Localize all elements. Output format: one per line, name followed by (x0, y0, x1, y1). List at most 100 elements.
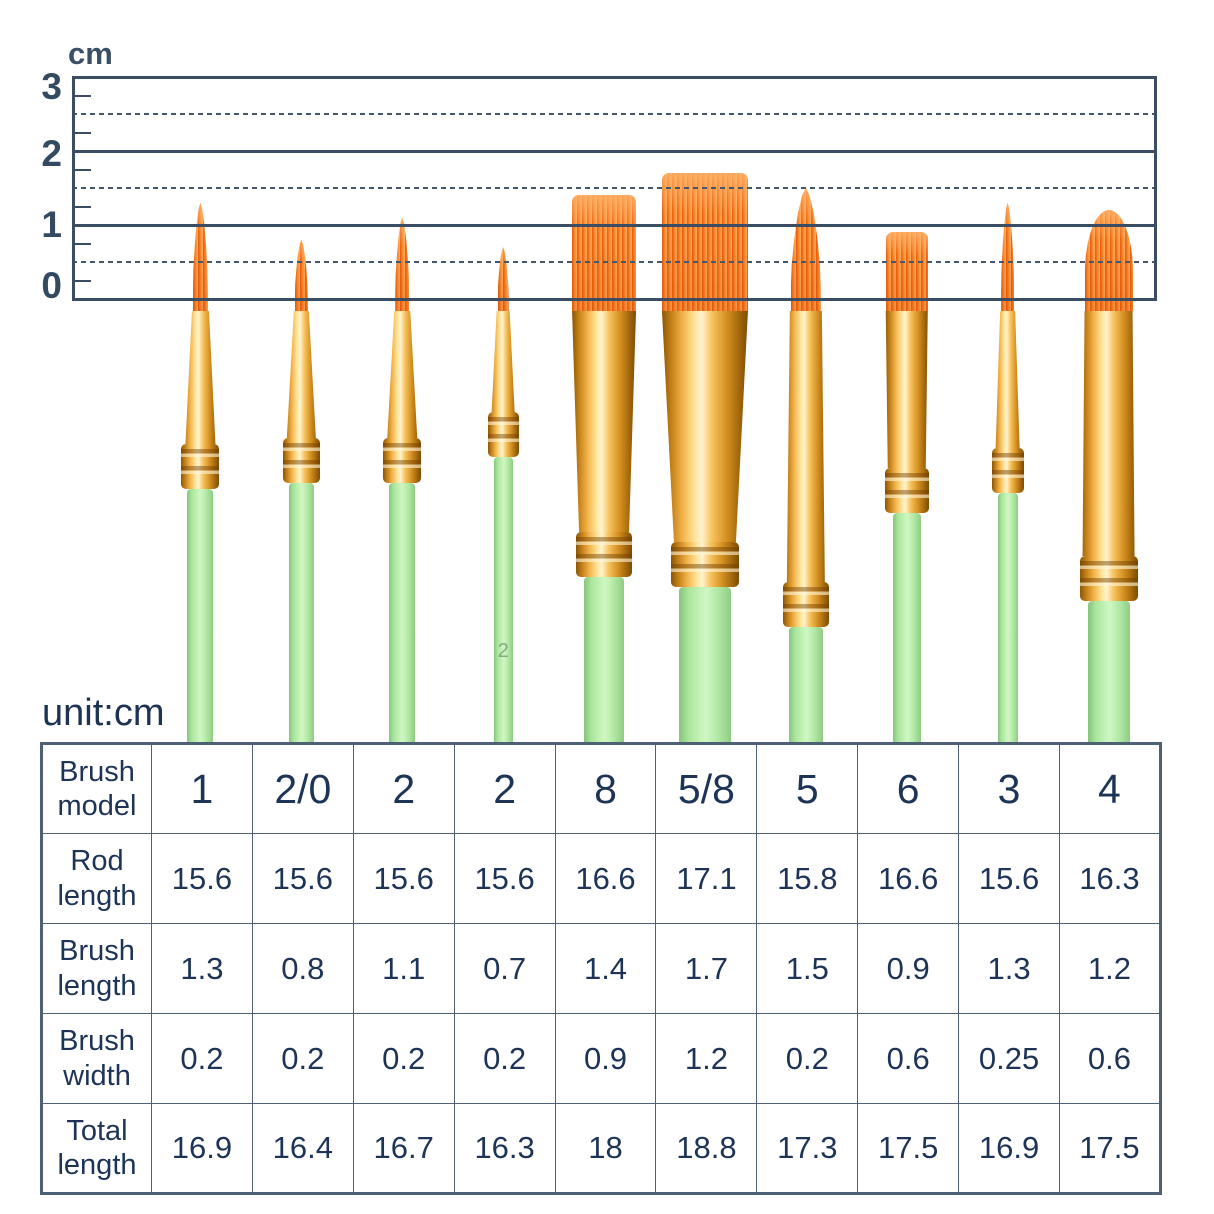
brush-bristles-icon (1084, 210, 1133, 311)
axis-tick-1.25cm (75, 205, 91, 208)
brush-bristles-icon (1001, 202, 1015, 311)
axis-label-0: 0 (41, 265, 62, 306)
brush-ferrule-icon (786, 311, 825, 582)
row-header: Brush length (41, 923, 152, 1014)
table-cell: 16.9 (958, 1103, 1061, 1194)
table-row-brush-length: Brush length 1.3 0.8 1.1 0.7 1.4 1.7 1.5 0.9 1.3 1… (41, 923, 1161, 1014)
table-cell: 0.6 (857, 1013, 960, 1104)
table-cell: 1.3 (958, 923, 1061, 1014)
gridline-solid-1cm (72, 223, 1157, 227)
table-cell: 16.7 (352, 1103, 455, 1194)
table-cell: 0.25 (958, 1013, 1061, 1104)
table-cell: 0.2 (352, 1013, 455, 1104)
table-cell: 0.9 (554, 1013, 657, 1104)
axis-tick-1.75cm (75, 168, 91, 171)
table-cell: 16.3 (1059, 833, 1161, 924)
table-cell: 1.3 (151, 923, 253, 1014)
axis-tick-0.75cm (75, 242, 91, 245)
table-cell: 16.3 (453, 1103, 556, 1194)
brush-bristles-icon (192, 202, 208, 311)
table-cell: 15.6 (251, 833, 354, 924)
gridline-dashed-1.5cm (72, 187, 1157, 189)
brush-bristles-icon (661, 173, 748, 311)
brush-ferrule-crimp-icon (181, 444, 220, 489)
brush-ferrule-icon (885, 311, 928, 468)
table-cell: 17.5 (1059, 1103, 1161, 1194)
table-cell: 15.6 (958, 833, 1061, 924)
brush-ferrule-icon (661, 311, 748, 542)
table-cell: 1.1 (352, 923, 455, 1014)
axis-tick-2.75cm (75, 94, 91, 97)
table-cell: 1.2 (655, 1013, 758, 1104)
table-cell: 1.4 (554, 923, 657, 1014)
row-header: Brush width (41, 1013, 152, 1104)
brush-ferrule-icon (491, 311, 515, 412)
table-cell: 1.7 (655, 923, 758, 1014)
axis-left (72, 77, 75, 301)
brush-handle-icon (389, 483, 416, 742)
table-cell: 17.3 (756, 1103, 859, 1194)
brush-handle-icon (788, 627, 823, 742)
brush-handle-icon (187, 489, 214, 742)
axis-label-2: 2 (41, 133, 62, 174)
brush-bristles-icon (497, 247, 509, 311)
table-cell: 18.8 (655, 1103, 758, 1194)
axis-tick-2.25cm (75, 131, 91, 134)
brush-handle-icon (288, 483, 314, 742)
brush-ferrule-crimp-icon (884, 468, 929, 513)
brush-bristles-icon (395, 217, 410, 311)
table-cell: 17.1 (655, 833, 758, 924)
brush-ferrule-crimp-icon (487, 412, 519, 457)
table-row-rod-length: Rod length 15.6 15.6 15.6 15.6 16.6 17.1 15.8 16… (41, 833, 1161, 924)
brush-handle-icon (892, 513, 921, 742)
brush-ferrule-icon (995, 311, 1020, 448)
table-cell: 0.2 (151, 1013, 253, 1104)
brush-ferrule-crimp-icon (991, 448, 1024, 493)
table-cell: 15.6 (151, 833, 253, 924)
table-cell: 16.6 (554, 833, 657, 924)
brush-model-cell: 3 (958, 743, 1061, 834)
spec-table: Brush model 1 2/0 2 2 8 5/8 5 6 3 4 Rod length 15.6 1… (40, 742, 1162, 1195)
brush-model-cell: 5 (756, 743, 859, 834)
brush-ferrule-crimp-icon (383, 438, 422, 483)
brush-handle-icon (584, 577, 625, 742)
table-cell: 0.2 (251, 1013, 354, 1104)
gridline-dashed-2.5cm (72, 113, 1157, 115)
table-cell: 16.9 (151, 1103, 253, 1194)
brush-ferrule-crimp-icon (670, 542, 739, 587)
axis-right (1154, 77, 1157, 301)
brush-model-cell: 8 (554, 743, 657, 834)
brush-ferrule-crimp-icon (1079, 556, 1138, 601)
brush-ferrule-icon (1082, 311, 1135, 556)
brush-handle-icon (678, 587, 731, 742)
table-row-total-length: Total length 16.9 16.4 16.7 16.3 18 18.8 17.3 17… (41, 1103, 1161, 1194)
brush-model-cell: 6 (857, 743, 960, 834)
row-header: Brush model (41, 743, 152, 834)
gridline-dashed-0.5cm (72, 261, 1157, 263)
table-cell: 0.2 (453, 1013, 556, 1104)
table-cell: 0.7 (453, 923, 556, 1014)
table-cell: 0.6 (1059, 1013, 1161, 1104)
brush-model-cell: 2/0 (251, 743, 354, 834)
gridline-solid-2cm (72, 149, 1157, 153)
table-cell: 1.2 (1059, 923, 1161, 1014)
brush-handle-icon (997, 493, 1018, 742)
table-cell: 15.6 (453, 833, 556, 924)
brush-handle-icon (1087, 601, 1130, 742)
table-cell: 16.6 (857, 833, 960, 924)
brush-model-cell: 4 (1059, 743, 1161, 834)
brush-bristles-icon (572, 195, 637, 311)
gridline-solid-3cm (72, 75, 1157, 79)
axis-label-3: 3 (41, 66, 62, 107)
brush-ferrule-crimp-icon (782, 582, 829, 627)
table-cell: 15.8 (756, 833, 859, 924)
